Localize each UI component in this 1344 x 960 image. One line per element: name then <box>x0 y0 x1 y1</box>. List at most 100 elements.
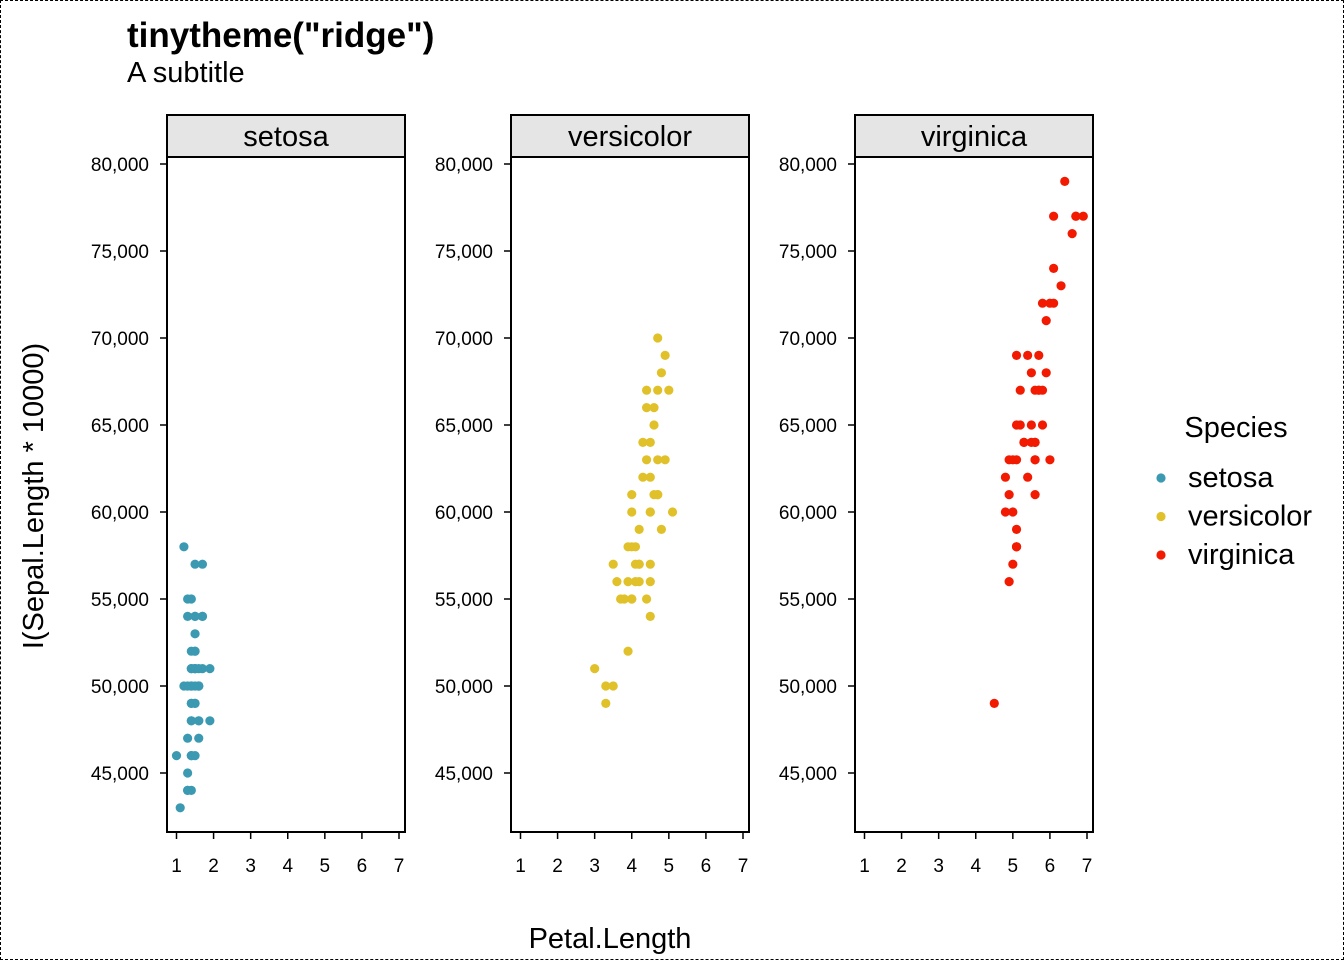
data-point-setosa <box>197 611 208 622</box>
legend-marker-setosa <box>1156 473 1166 483</box>
data-point-setosa <box>186 681 196 691</box>
data-point-versicolor <box>641 594 652 604</box>
x-tick-label: 3 <box>245 856 256 877</box>
y-tick-label: 80,000 <box>435 155 493 176</box>
data-point-versicolor <box>623 577 633 587</box>
data-point-virginica <box>1019 437 1029 447</box>
x-tick-label: 5 <box>320 856 331 877</box>
data-point-virginica <box>1078 211 1088 221</box>
y-tick-label: 65,000 <box>779 416 837 437</box>
y-tick-label: 45,000 <box>779 764 837 785</box>
y-tick-label: 60,000 <box>91 503 149 524</box>
x-tick-label: 7 <box>1082 856 1093 877</box>
chart-subtitle: A subtitle <box>127 57 245 89</box>
y-tick-label: 70,000 <box>435 329 493 350</box>
panel-setosa: setosa 45,000 50,000 55,000 60,000 65,000 70,0… <box>91 114 406 877</box>
data-point-setosa <box>183 611 193 622</box>
facet-strip-label: versicolor <box>568 121 692 153</box>
data-point-versicolor <box>645 559 655 569</box>
data-point-setosa <box>194 716 204 726</box>
facet-strip <box>510 114 750 158</box>
panel-border <box>854 156 1094 833</box>
data-point-virginica <box>1008 507 1018 517</box>
data-point-versicolor <box>641 455 652 465</box>
x-tick-label: 4 <box>282 856 293 877</box>
y-tick-label: 55,000 <box>91 590 149 611</box>
data-point-versicolor <box>664 385 674 395</box>
y-tick-label: 50,000 <box>91 677 149 698</box>
x-tick-label: 3 <box>933 856 944 877</box>
data-point-virginica <box>1041 368 1051 378</box>
data-point-versicolor <box>645 472 655 482</box>
data-point-setosa <box>186 751 196 761</box>
data-point-versicolor <box>645 611 655 622</box>
data-point-setosa <box>183 594 193 604</box>
data-point-setosa <box>186 698 196 709</box>
data-point-versicolor <box>627 542 637 552</box>
data-point-setosa <box>186 716 196 726</box>
data-point-versicolor <box>649 403 659 413</box>
data-point-versicolor <box>645 437 655 447</box>
facet-strip <box>854 114 1094 158</box>
data-point-versicolor <box>601 698 611 709</box>
facet-strip-label: virginica <box>921 121 1028 153</box>
data-point-versicolor <box>627 490 637 500</box>
data-point-setosa <box>194 664 204 674</box>
data-point-setosa <box>190 559 200 569</box>
data-point-virginica <box>1037 298 1048 308</box>
data-point-virginica <box>1026 437 1036 447</box>
x-tick-label: 4 <box>970 856 981 877</box>
x-tick-label: 2 <box>208 856 219 877</box>
y-tick-label: 60,000 <box>779 503 837 524</box>
x-tick-label: 3 <box>589 856 600 877</box>
data-point-virginica <box>1023 350 1033 360</box>
y-tick-label: 45,000 <box>91 764 149 785</box>
data-point-virginica <box>1015 420 1025 430</box>
y-tick-label: 55,000 <box>435 590 493 611</box>
y-tick-label: 75,000 <box>435 242 493 263</box>
y-tick-label: 65,000 <box>91 416 149 437</box>
data-point-virginica <box>1026 368 1036 378</box>
x-tick-label: 7 <box>394 856 405 877</box>
data-point-versicolor <box>630 559 641 569</box>
y-tick-label: 75,000 <box>779 242 837 263</box>
x-tick-label: 2 <box>896 856 907 877</box>
data-point-versicolor <box>645 577 655 587</box>
data-point-virginica <box>1000 472 1011 482</box>
x-tick-label: 6 <box>1045 856 1056 877</box>
data-point-versicolor <box>612 577 622 587</box>
legend-marker-virginica <box>1156 550 1166 560</box>
data-point-virginica <box>1008 455 1018 465</box>
panel-versicolor: versicolor 45,000 50,000 55,000 60,000 65,000… <box>435 114 750 877</box>
data-point-versicolor <box>638 437 648 447</box>
data-point-virginica <box>1034 385 1044 395</box>
data-point-virginica <box>1041 316 1051 326</box>
data-point-virginica <box>1037 420 1048 430</box>
y-tick-label: 80,000 <box>91 155 149 176</box>
y-tick-label: 60,000 <box>435 503 493 524</box>
data-point-setosa <box>175 803 185 813</box>
data-point-versicolor <box>653 455 663 465</box>
legend-label-virginica: virginica <box>1188 539 1295 571</box>
data-point-virginica <box>1023 472 1033 482</box>
data-point-virginica <box>1056 281 1066 291</box>
data-point-virginica <box>1011 524 1022 535</box>
data-point-setosa <box>194 681 204 691</box>
data-point-versicolor <box>634 524 644 535</box>
y-tick-label: 55,000 <box>779 590 837 611</box>
facet-panels: setosa 45,000 50,000 55,000 60,000 65,000 70,0… <box>91 114 1094 877</box>
y-tick-label: 80,000 <box>779 155 837 176</box>
data-point-virginica <box>1015 385 1025 395</box>
data-point-virginica <box>1026 420 1036 430</box>
y-tick-label: 50,000 <box>779 677 837 698</box>
data-point-setosa <box>183 733 193 743</box>
legend-marker-versicolor <box>1156 511 1166 522</box>
data-point-setosa <box>190 646 200 656</box>
data-point-setosa <box>183 768 193 778</box>
facet-strip <box>166 114 406 158</box>
data-point-versicolor <box>627 507 637 517</box>
y-axis-label: I(Sepal.Length * 10000) <box>18 343 50 649</box>
data-point-virginica <box>1071 211 1081 221</box>
x-tick-label: 6 <box>357 856 368 877</box>
data-point-virginica <box>1045 455 1055 465</box>
